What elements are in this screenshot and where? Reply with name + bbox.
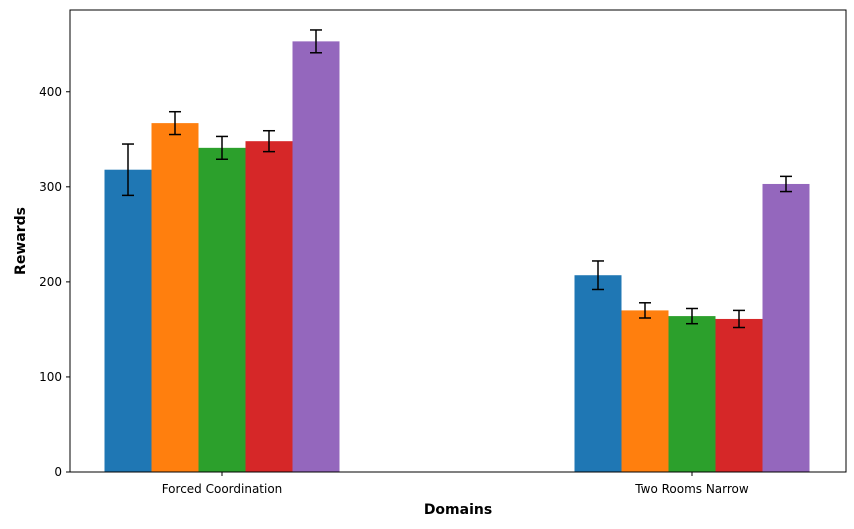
- error-bar-series3-0: [216, 135, 228, 160]
- bar-series5-0: [292, 41, 340, 473]
- bar-series4-1: [715, 318, 763, 472]
- y-tick-label: 200: [39, 275, 62, 289]
- error-bar-series1-1: [592, 260, 604, 291]
- x-axis-title: Domains: [424, 502, 492, 518]
- plot-frame: [69, 9, 847, 473]
- y-axis: 0 100 200 300 400: [39, 85, 70, 479]
- error-bar-series4-1: [733, 309, 745, 329]
- error-bar-series5-1: [780, 175, 792, 193]
- bars-layer: [104, 41, 810, 473]
- bar-series3-1: [668, 316, 716, 472]
- error-bar-series2-1: [639, 302, 651, 319]
- y-axis-title: Rewards: [13, 207, 29, 275]
- bar-series2-1: [621, 310, 669, 472]
- x-axis: Forced Coordination Two Rooms Narrow: [162, 472, 749, 496]
- y-tick-label: 400: [39, 85, 62, 99]
- bar-series4-0: [245, 141, 293, 472]
- error-bars-layer: [122, 29, 792, 329]
- y-tick-label: 100: [39, 370, 62, 384]
- x-tick-label: Two Rooms Narrow: [634, 482, 749, 496]
- x-tick-label: Forced Coordination: [162, 482, 283, 496]
- bar-series3-0: [198, 147, 246, 472]
- error-bar-series2-0: [169, 110, 181, 136]
- error-bar-series1-0: [122, 143, 134, 197]
- bar-series1-1: [574, 275, 622, 472]
- bar-series5-1: [762, 183, 810, 473]
- y-tick-label: 300: [39, 180, 62, 194]
- y-tick-label: 0: [54, 465, 62, 479]
- error-bar-series4-0: [263, 129, 275, 153]
- error-bar-series3-1: [686, 307, 698, 325]
- bar-series2-0: [151, 123, 199, 472]
- error-bar-series5-0: [310, 29, 322, 54]
- bar-series1-0: [104, 169, 152, 472]
